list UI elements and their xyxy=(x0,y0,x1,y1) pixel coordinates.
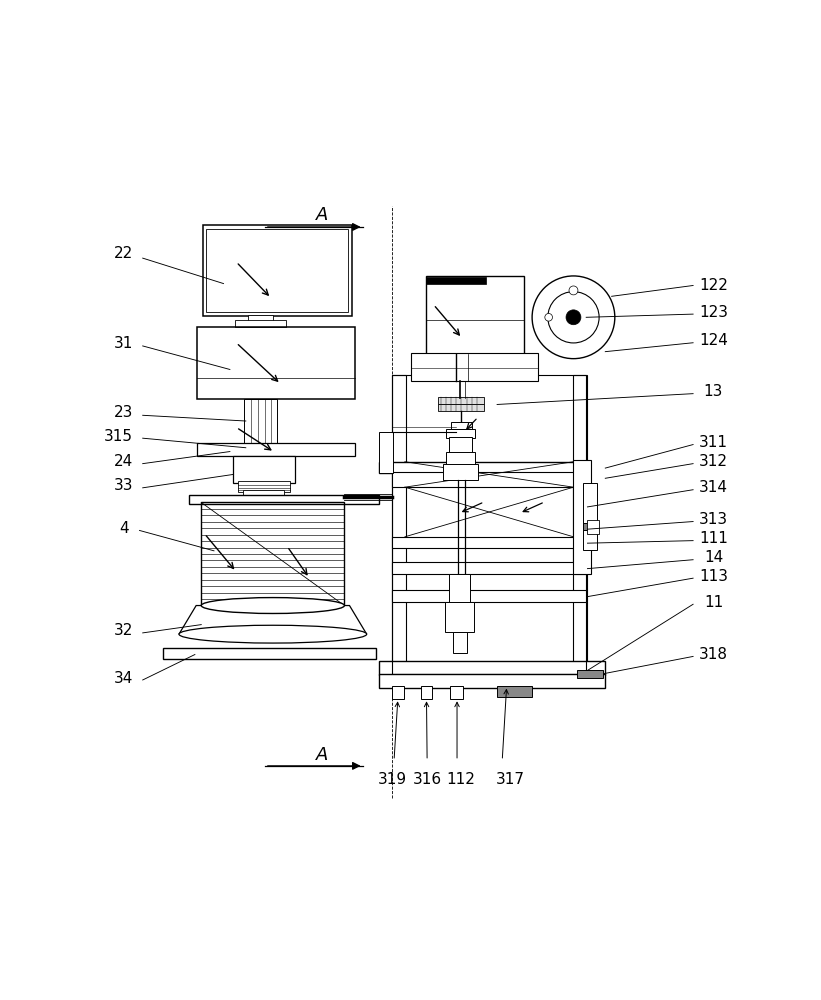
Bar xyxy=(203,225,352,316)
Bar xyxy=(248,315,273,322)
Text: 33: 33 xyxy=(114,478,133,493)
Circle shape xyxy=(566,310,581,325)
Text: A: A xyxy=(316,206,328,224)
Bar xyxy=(197,327,355,399)
Bar xyxy=(379,462,589,473)
Text: A: A xyxy=(316,746,328,764)
Bar xyxy=(498,686,532,697)
Bar xyxy=(201,502,345,606)
Text: 123: 123 xyxy=(699,305,728,320)
Bar xyxy=(392,686,404,699)
Circle shape xyxy=(291,496,296,503)
Circle shape xyxy=(532,276,615,359)
Text: 122: 122 xyxy=(699,278,728,293)
Text: 34: 34 xyxy=(114,671,133,686)
Bar xyxy=(453,632,467,653)
Text: 111: 111 xyxy=(699,531,728,546)
Bar xyxy=(237,481,291,492)
Bar xyxy=(189,495,379,504)
Bar xyxy=(583,483,597,550)
Text: 32: 32 xyxy=(114,623,133,638)
Text: 24: 24 xyxy=(114,454,133,469)
Bar xyxy=(421,686,432,699)
Bar xyxy=(445,602,475,632)
Text: 312: 312 xyxy=(699,454,728,469)
Bar xyxy=(583,523,597,530)
Bar xyxy=(410,353,538,381)
Bar xyxy=(449,574,470,602)
Text: 314: 314 xyxy=(699,480,728,495)
Bar xyxy=(447,452,475,466)
Bar xyxy=(450,686,463,699)
Bar xyxy=(438,404,484,411)
Circle shape xyxy=(545,313,553,321)
Bar xyxy=(426,276,525,354)
Text: 316: 316 xyxy=(413,772,442,787)
Text: 313: 313 xyxy=(699,512,728,527)
Bar xyxy=(244,399,277,445)
Circle shape xyxy=(214,496,220,503)
Text: 315: 315 xyxy=(104,429,133,444)
Bar xyxy=(392,375,586,674)
Bar xyxy=(573,460,591,574)
Bar xyxy=(588,520,599,534)
Text: 124: 124 xyxy=(699,333,728,348)
Bar xyxy=(379,674,605,688)
Text: 23: 23 xyxy=(114,405,133,420)
Circle shape xyxy=(548,292,599,343)
Bar xyxy=(573,375,588,674)
Bar xyxy=(426,277,486,284)
Text: 4: 4 xyxy=(119,521,128,536)
Text: 11: 11 xyxy=(704,595,723,610)
Bar xyxy=(447,429,475,438)
Bar xyxy=(451,422,472,429)
Text: 13: 13 xyxy=(704,384,723,399)
Bar xyxy=(392,537,586,548)
Bar xyxy=(243,490,284,497)
Bar xyxy=(197,443,355,456)
Bar xyxy=(206,229,348,312)
Text: 318: 318 xyxy=(699,647,728,662)
Bar xyxy=(233,456,295,483)
Bar xyxy=(163,648,376,659)
Bar xyxy=(392,590,586,602)
Text: 311: 311 xyxy=(699,435,728,450)
Bar xyxy=(235,320,286,327)
Bar xyxy=(438,397,484,404)
Text: 112: 112 xyxy=(447,772,475,787)
Text: 22: 22 xyxy=(114,246,133,261)
Polygon shape xyxy=(179,606,367,634)
Bar xyxy=(379,432,393,473)
Bar xyxy=(392,562,586,574)
Text: 14: 14 xyxy=(704,550,723,565)
Text: 317: 317 xyxy=(495,772,525,787)
Bar xyxy=(449,437,472,453)
Circle shape xyxy=(569,286,578,295)
Bar xyxy=(576,670,603,678)
Text: 113: 113 xyxy=(699,569,728,584)
Bar xyxy=(392,472,586,487)
Bar xyxy=(379,661,605,675)
Bar xyxy=(392,375,406,674)
Bar xyxy=(443,464,478,480)
Text: 319: 319 xyxy=(378,772,406,787)
Ellipse shape xyxy=(179,625,367,643)
Text: 31: 31 xyxy=(114,336,133,351)
Ellipse shape xyxy=(201,598,345,613)
